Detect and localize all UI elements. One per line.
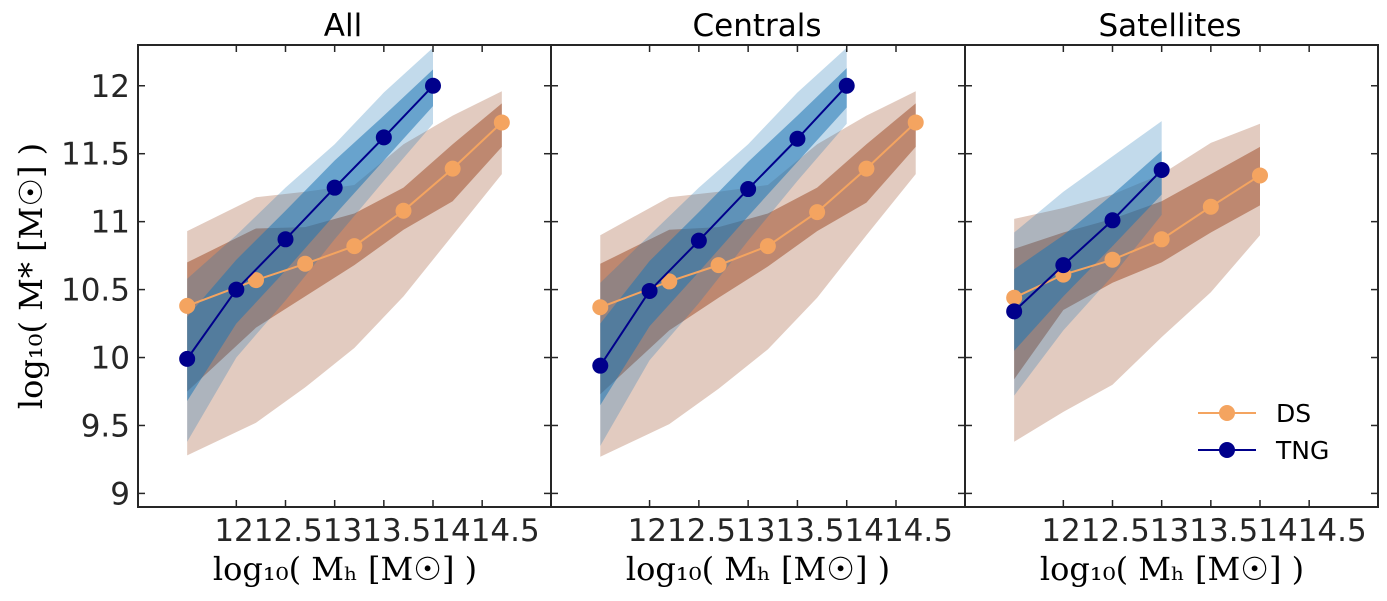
data-point-ds-all bbox=[395, 202, 412, 219]
series-line-tng-centrals bbox=[599, 85, 848, 367]
panel-title-centrals: Centrals bbox=[692, 8, 821, 44]
data-point-ds-all bbox=[493, 114, 510, 131]
y-tick-label: 12 bbox=[91, 69, 130, 105]
data-point-ds-all bbox=[297, 255, 314, 272]
data-point-ds-centrals bbox=[710, 257, 727, 274]
data-point-ds-satellites bbox=[1104, 251, 1121, 268]
data-point-tng-centrals bbox=[641, 282, 658, 299]
data-point-ds-centrals bbox=[592, 299, 609, 316]
data-point-tng-centrals bbox=[592, 357, 609, 374]
data-point-tng-satellites bbox=[1006, 303, 1023, 320]
data-point-ds-satellites bbox=[1252, 167, 1268, 184]
data-point-tng-all bbox=[375, 129, 392, 146]
y-axis-label: log₁₀( M* [M☉] ) bbox=[12, 143, 50, 409]
data-point-tng-centrals bbox=[838, 77, 855, 94]
data-point-tng-all bbox=[326, 179, 343, 196]
data-point-tng-centrals bbox=[740, 181, 757, 198]
panel-title-all: All bbox=[324, 8, 362, 44]
axes-frame-satellites bbox=[964, 44, 1379, 508]
data-point-tng-satellites bbox=[1153, 162, 1170, 179]
x-axis-label-centrals: log₁₀( Mₕ [M☉] ) bbox=[626, 550, 890, 588]
y-tick-label: 11 bbox=[91, 205, 130, 241]
uncertainty-bands bbox=[187, 47, 1260, 457]
x-tick-labels-all: 1212.51313.51414.5 bbox=[214, 513, 539, 549]
data-point-ds-all bbox=[248, 272, 264, 289]
data-point-ds-satellites bbox=[1153, 231, 1170, 248]
data-point-ds-all bbox=[346, 238, 363, 255]
data-point-tng-all bbox=[179, 350, 196, 367]
legend-label-ds: DS bbox=[1276, 399, 1311, 428]
axes-frames: 9 9.5 10 10.5 11 11.5 12 1212.51313.51414.5 1212… bbox=[61, 44, 1379, 549]
band-inner-tng-all bbox=[187, 69, 433, 402]
band-inner-ds-satellites bbox=[1014, 146, 1260, 380]
legend-marker-tng bbox=[1219, 442, 1235, 458]
data-point-ds-satellites bbox=[1202, 198, 1219, 215]
band-inner-ds-all bbox=[187, 103, 502, 392]
data-point-ds-centrals bbox=[661, 273, 678, 290]
y-tick-label: 9 bbox=[110, 476, 130, 512]
y-tick-label: 11.5 bbox=[61, 137, 130, 173]
data-point-tng-all bbox=[277, 231, 294, 248]
y-tick-label: 10 bbox=[91, 341, 130, 377]
series-line-tng-satellites bbox=[1013, 169, 1163, 313]
data-point-ds-centrals bbox=[907, 114, 924, 131]
x-tick-labels-satellites: 1212.51313.51414.5 bbox=[1041, 513, 1366, 549]
series-line-ds-satellites bbox=[1013, 174, 1261, 299]
data-point-ds-all bbox=[444, 160, 461, 177]
data-point-tng-centrals bbox=[789, 130, 806, 147]
data-point-tng-centrals bbox=[690, 232, 707, 249]
data-point-ds-centrals bbox=[809, 204, 826, 221]
band-inner-tng-satellites bbox=[1014, 150, 1162, 351]
data-point-tng-satellites bbox=[1104, 212, 1121, 229]
band-inner-ds-centrals bbox=[600, 103, 916, 395]
series-lines bbox=[179, 77, 1268, 374]
y-tick-label: 10.5 bbox=[61, 273, 130, 309]
series-line-tng-all bbox=[186, 85, 434, 360]
data-point-ds-satellites bbox=[1006, 289, 1023, 306]
legend: DS TNG bbox=[1198, 399, 1329, 465]
legend-marker-ds bbox=[1219, 405, 1235, 421]
legend-label-tng: TNG bbox=[1275, 436, 1329, 465]
data-point-tng-all bbox=[228, 281, 245, 298]
y-tick-label: 9.5 bbox=[81, 408, 130, 444]
data-point-tng-satellites bbox=[1055, 257, 1072, 274]
panel-title-satellites: Satellites bbox=[1098, 8, 1241, 44]
x-axis-label-satellites: log₁₀( Mₕ [M☉] ) bbox=[1040, 550, 1304, 588]
data-point-ds-all bbox=[179, 297, 196, 314]
data-point-ds-centrals bbox=[759, 238, 776, 255]
data-point-ds-centrals bbox=[858, 160, 875, 177]
x-tick-labels-centrals: 1212.51313.51414.5 bbox=[628, 513, 953, 549]
data-point-tng-all bbox=[425, 77, 441, 94]
x-axis-label-all: log₁₀( Mₕ [M☉] ) bbox=[213, 550, 477, 588]
